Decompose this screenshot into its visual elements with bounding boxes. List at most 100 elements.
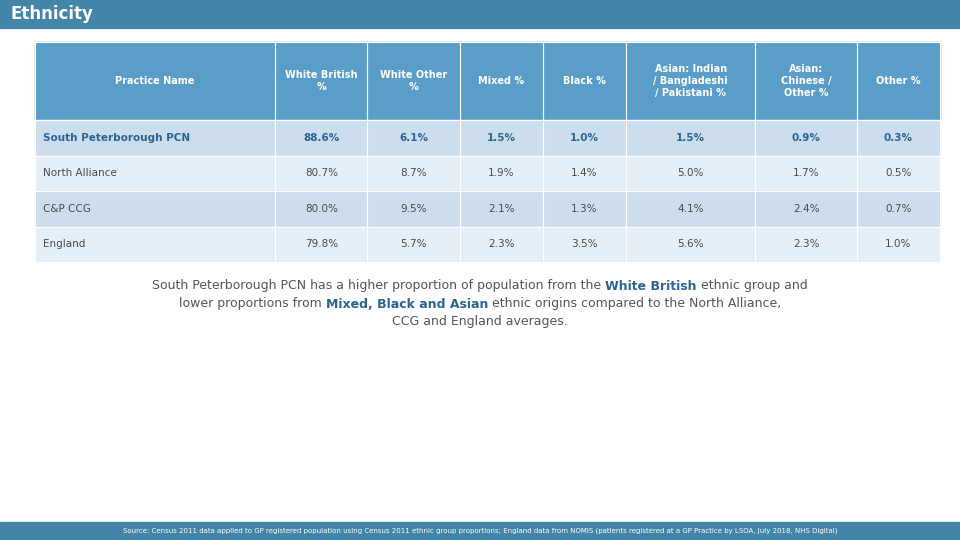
Bar	[756, 42, 857, 120]
Bar	[543, 226, 626, 262]
Bar	[857, 226, 940, 262]
Bar	[626, 156, 756, 191]
Bar	[368, 120, 460, 156]
Bar	[35, 120, 276, 156]
Text: 79.8%: 79.8%	[304, 239, 338, 249]
Bar	[543, 156, 626, 191]
Bar	[35, 156, 276, 191]
Bar	[35, 226, 276, 262]
Bar	[756, 120, 857, 156]
Bar	[626, 191, 756, 226]
Bar	[276, 226, 368, 262]
Bar	[368, 42, 460, 120]
Bar	[35, 42, 276, 120]
Text: Asian: Indian
/ Bangladeshi
/ Pakistani %: Asian: Indian / Bangladeshi / Pakistani …	[654, 64, 728, 98]
Bar	[460, 191, 543, 226]
Bar	[460, 120, 543, 156]
Text: 1.0%: 1.0%	[885, 239, 912, 249]
Text: 1.0%: 1.0%	[570, 133, 599, 143]
Text: 80.7%: 80.7%	[304, 168, 338, 178]
Text: Source: Census 2011 data applied to GP registered population using Census 2011 e: Source: Census 2011 data applied to GP r…	[123, 528, 837, 534]
Text: Other %: Other %	[876, 76, 921, 86]
Text: 2.1%: 2.1%	[488, 204, 515, 214]
Bar	[756, 156, 857, 191]
Bar	[35, 191, 276, 226]
Text: England: England	[43, 239, 85, 249]
Text: 4.1%: 4.1%	[678, 204, 704, 214]
Bar	[0, 522, 960, 540]
Bar	[626, 42, 756, 120]
Text: 1.9%: 1.9%	[488, 168, 515, 178]
Bar	[756, 120, 857, 156]
Text: lower proportions from: lower proportions from	[179, 298, 325, 310]
Bar	[626, 191, 756, 226]
Bar	[276, 120, 368, 156]
Text: 5.7%: 5.7%	[400, 239, 427, 249]
Text: South Peterborough PCN: South Peterborough PCN	[43, 133, 190, 143]
Bar	[543, 42, 626, 120]
Text: North Alliance: North Alliance	[43, 168, 117, 178]
Text: Asian:
Chinese /
Other %: Asian: Chinese / Other %	[780, 64, 831, 98]
Bar	[460, 226, 543, 262]
Text: Mixed %: Mixed %	[478, 76, 524, 86]
Text: ethnic origins compared to the North Alliance,: ethnic origins compared to the North All…	[488, 298, 781, 310]
Text: C&P CCG: C&P CCG	[43, 204, 91, 214]
Bar	[368, 120, 460, 156]
Bar	[857, 42, 940, 120]
Bar	[626, 120, 756, 156]
Text: 1.5%: 1.5%	[676, 133, 706, 143]
Text: 1.4%: 1.4%	[571, 168, 598, 178]
Bar	[857, 226, 940, 262]
Bar	[626, 42, 756, 120]
Text: 2.3%: 2.3%	[793, 239, 819, 249]
Text: 2.4%: 2.4%	[793, 204, 819, 214]
Text: CCG and England averages.: CCG and England averages.	[392, 315, 568, 328]
Bar	[756, 42, 857, 120]
Text: Practice Name: Practice Name	[115, 76, 195, 86]
Bar	[35, 156, 276, 191]
Bar	[368, 191, 460, 226]
Bar	[857, 42, 940, 120]
Bar	[756, 191, 857, 226]
Text: ethnic group and: ethnic group and	[697, 280, 807, 293]
Bar	[460, 120, 543, 156]
Bar	[857, 156, 940, 191]
Bar	[0, 0, 960, 28]
Bar	[543, 42, 626, 120]
Bar	[276, 191, 368, 226]
Bar	[368, 226, 460, 262]
Bar	[460, 156, 543, 191]
Bar	[35, 120, 276, 156]
Bar	[460, 42, 543, 120]
Bar	[276, 156, 368, 191]
Text: Black %: Black %	[563, 76, 606, 86]
Bar	[460, 156, 543, 191]
Text: 1.3%: 1.3%	[571, 204, 598, 214]
Bar	[276, 191, 368, 226]
Text: 88.6%: 88.6%	[303, 133, 340, 143]
Bar	[626, 120, 756, 156]
Bar	[543, 226, 626, 262]
Bar	[626, 226, 756, 262]
Bar	[35, 226, 276, 262]
Bar	[857, 120, 940, 156]
Text: 8.7%: 8.7%	[400, 168, 427, 178]
Text: 3.5%: 3.5%	[571, 239, 598, 249]
Bar	[543, 120, 626, 156]
Bar	[857, 191, 940, 226]
Bar	[543, 156, 626, 191]
Text: 6.1%: 6.1%	[399, 133, 428, 143]
Bar	[35, 191, 276, 226]
Bar	[276, 120, 368, 156]
Bar	[756, 226, 857, 262]
Bar	[857, 120, 940, 156]
Text: 2.3%: 2.3%	[488, 239, 515, 249]
Text: 9.5%: 9.5%	[400, 204, 427, 214]
Bar	[460, 226, 543, 262]
Text: 80.0%: 80.0%	[305, 204, 338, 214]
Bar	[276, 42, 368, 120]
Bar	[368, 191, 460, 226]
Text: 5.6%: 5.6%	[678, 239, 704, 249]
Bar	[368, 226, 460, 262]
Bar	[756, 226, 857, 262]
